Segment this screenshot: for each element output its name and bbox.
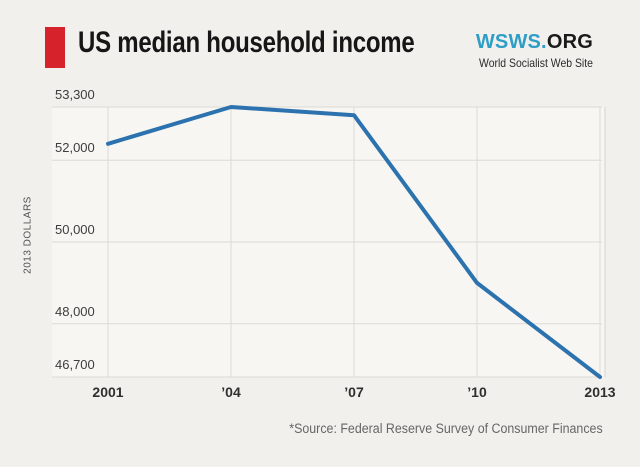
y-tick-label: 53,300 [55,87,95,102]
logo-wordmark: WSWS.ORG [462,31,593,53]
y-tick-label: 48,000 [55,304,95,319]
page-title: US median household income [78,26,415,59]
x-tick-label: 2013 [584,384,616,400]
wsws-logo: WSWS.ORG World Socialist Web Site [462,31,593,70]
x-tick-label: ’10 [467,384,487,400]
y-tick-label: 50,000 [55,222,95,237]
income-data-line [106,105,602,379]
x-tick-label: ’04 [221,384,241,400]
logo-text-org: ORG [546,31,593,53]
y-tick-label: 46,700 [55,357,95,372]
source-note: *Source: Federal Reserve Survey of Consu… [289,421,603,436]
x-tick-label: 2001 [92,384,124,400]
logo-tagline: World Socialist Web Site [479,56,593,70]
y-axis-title: 2013 DOLLARS [22,196,34,274]
x-tick-label: ’07 [344,384,364,400]
logo-text-wsws: WSWS. [475,31,547,53]
y-tick-label: 52,000 [55,140,95,155]
brand-accent-block [45,27,65,68]
